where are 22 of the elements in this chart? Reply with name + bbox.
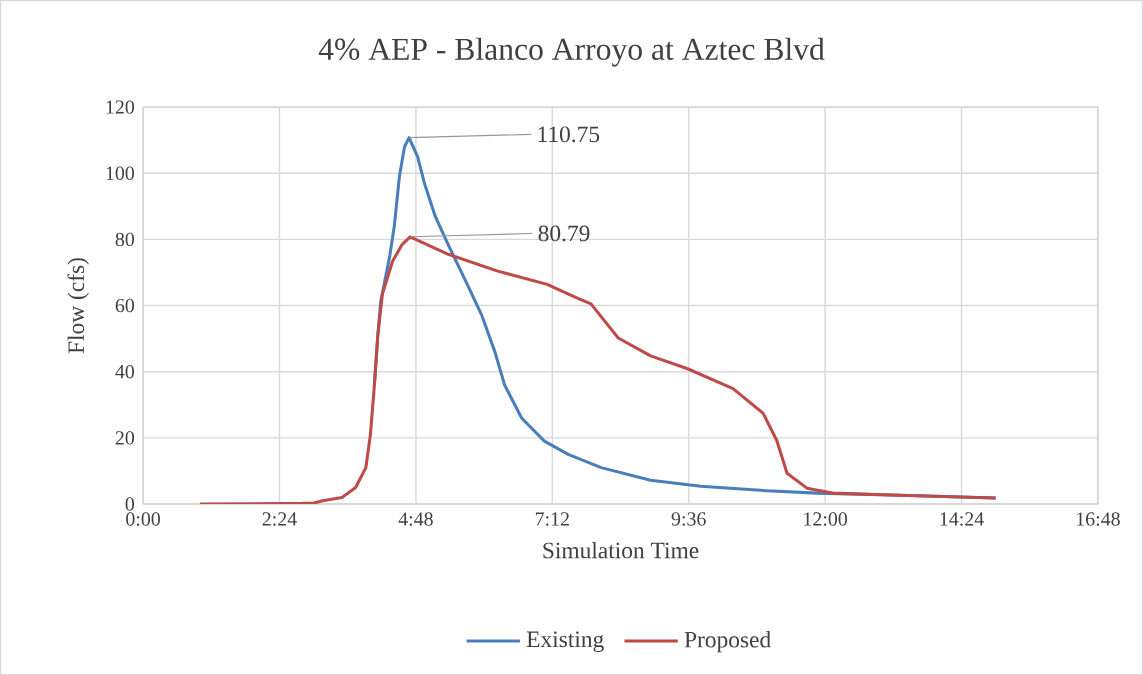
- legend-label: Proposed: [684, 631, 771, 653]
- x-tick-label: 4:48: [398, 512, 433, 526]
- y-tick-label: 120: [106, 100, 135, 114]
- x-axis-title: Simulation Time: [543, 541, 699, 559]
- y-axis-title: Flow (cfs): [67, 258, 89, 354]
- annotation: 80.79: [538, 225, 590, 242]
- x-tick-label: 12:00: [804, 512, 848, 526]
- y-tick-label: 100: [106, 166, 135, 180]
- y-tick-label: 80: [115, 232, 135, 247]
- x-tick-label: 7:12: [535, 512, 569, 526]
- x-tick-label: 14:24: [940, 512, 984, 526]
- chart-title: 4% AEP - Blanco Arroyo at Aztec Blvd: [318, 37, 825, 67]
- legend-label: Existing: [526, 631, 604, 652]
- annotation: 110.75: [538, 126, 600, 143]
- x-tick-label: 2:24: [262, 512, 297, 526]
- y-tick-label: 20: [115, 431, 135, 445]
- y-tick-label: 60: [115, 298, 135, 313]
- x-tick-label: 16:48: [1077, 512, 1120, 526]
- y-tick-label: 40: [115, 364, 135, 379]
- y-tick-label: 0: [125, 497, 135, 511]
- x-tick-label: 9:36: [671, 512, 706, 526]
- x-tick-label: 0:00: [126, 512, 160, 526]
